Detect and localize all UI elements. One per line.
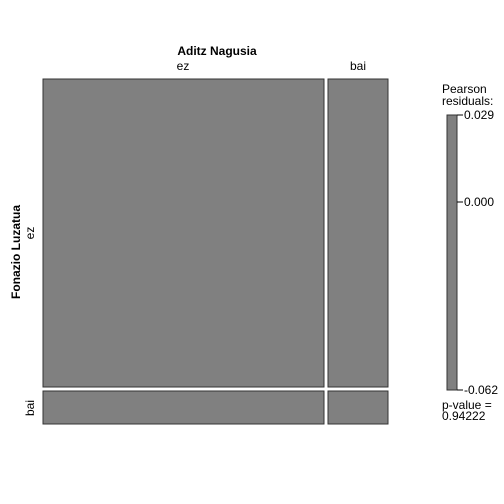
column-level-label-bai: bai bbox=[350, 59, 366, 73]
tile-bai-ez bbox=[42, 390, 325, 425]
legend-color-bar bbox=[446, 114, 458, 391]
row-variable-title: Fonazio Luzatua bbox=[9, 205, 23, 299]
p-value-label: p-value = bbox=[442, 398, 492, 412]
legend-max-label: 0.029 bbox=[464, 108, 494, 122]
legend-mid-label: 0.000 bbox=[464, 195, 494, 209]
tile-ez-bai bbox=[327, 78, 389, 388]
tile-ez-ez bbox=[42, 78, 325, 388]
legend-title-line1: Pearson bbox=[442, 82, 487, 96]
row-level-label-bai: bai bbox=[23, 400, 37, 416]
tile-bai-bai bbox=[327, 390, 389, 425]
legend-min-label: -0.062 bbox=[464, 383, 498, 397]
column-variable-title: Aditz Nagusia bbox=[177, 44, 257, 58]
column-level-label-ez: ez bbox=[177, 59, 190, 73]
legend-title-line2: residuals: bbox=[442, 94, 493, 108]
row-level-label-ez: ez bbox=[23, 227, 37, 240]
p-value-number: 0.94222 bbox=[442, 409, 486, 423]
